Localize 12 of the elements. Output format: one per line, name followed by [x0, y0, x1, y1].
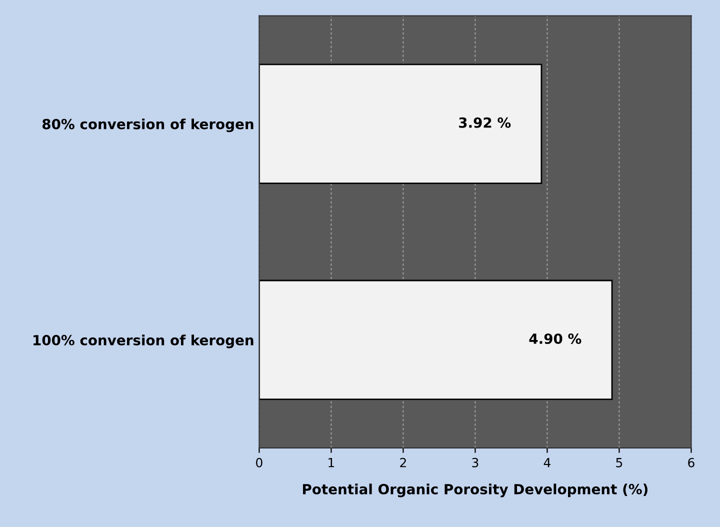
y-tick-label: 100% conversion of kerogen	[34, 334, 254, 348]
x-tick-label: 0	[256, 458, 262, 468]
x-axis-title: Potential Organic Porosity Development (%)	[303, 484, 648, 498]
x-tick-label: 4	[544, 458, 550, 468]
x-tick-label: 6	[688, 458, 694, 468]
data-label: 4.90 %	[529, 333, 582, 344]
x-tick-label: 2	[400, 458, 406, 468]
x-tick-label: 3	[472, 458, 478, 468]
y-tick-label: 80% conversion of kerogen	[42, 118, 254, 132]
data-label: 3.92 %	[459, 117, 511, 128]
x-tick-label: 5	[616, 458, 622, 468]
x-tick-label: 1	[328, 458, 334, 468]
